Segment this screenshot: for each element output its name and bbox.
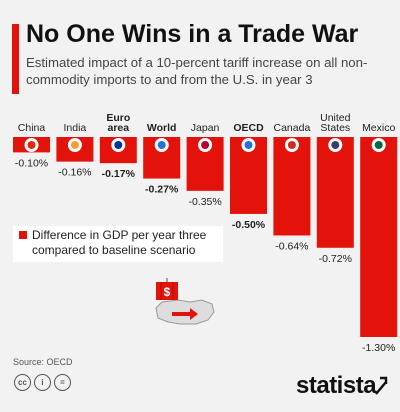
value-label: -0.16% <box>58 167 91 179</box>
category-label: World <box>147 122 177 134</box>
category-label: Canada <box>274 122 311 134</box>
attribution-icon[interactable]: i <box>34 374 51 391</box>
statista-mark-icon <box>375 376 388 395</box>
category-label: Mexico <box>362 122 395 134</box>
india-flag-icon-emblem <box>70 141 79 149</box>
usa-flag-icon-emblem <box>331 141 340 149</box>
trade-illustration-icon: $ <box>155 278 215 325</box>
title-accent-bar <box>12 24 19 94</box>
creative-commons-icon[interactable]: cc <box>14 374 31 391</box>
source-note: Source: OECD <box>13 357 73 367</box>
mexico-flag-icon-emblem <box>374 141 383 149</box>
value-label: -0.50% <box>232 219 266 231</box>
value-label: -0.10% <box>15 157 48 169</box>
value-label: -0.72% <box>319 253 352 265</box>
legend-swatch <box>19 231 27 239</box>
bar <box>316 137 354 248</box>
category-label: OECD <box>233 122 264 134</box>
category-label: Euro area <box>106 112 130 134</box>
value-label: -0.27% <box>145 184 179 196</box>
canada-flag-icon-emblem <box>287 141 296 149</box>
bar <box>273 137 311 236</box>
category-label: United States <box>320 112 351 134</box>
japan-flag-icon-emblem <box>201 141 210 149</box>
china-flag-icon-emblem <box>27 141 36 149</box>
value-label: -1.30% <box>362 342 395 354</box>
value-label: -0.64% <box>275 240 308 252</box>
category-label: India <box>64 122 87 134</box>
category-label: China <box>18 122 46 134</box>
statista-logo: statista <box>296 372 377 399</box>
legend-box: Difference in GDP per year three compare… <box>13 226 223 262</box>
oecd-logo-icon-emblem <box>244 141 253 149</box>
euro-area-flag-icon-emblem <box>114 141 123 149</box>
category-label: Japan <box>191 122 220 134</box>
value-label: -0.35% <box>188 196 221 208</box>
svg-text:$: $ <box>164 285 171 299</box>
no-derivatives-icon[interactable]: = <box>54 374 71 391</box>
bar <box>360 137 398 337</box>
legend-text: Difference in GDP per year three compare… <box>32 228 207 257</box>
value-label: -0.17% <box>102 168 136 180</box>
chart-subtitle: Estimated impact of a 10-percent tariff … <box>26 55 368 87</box>
chart-title: No One Wins in a Trade War <box>26 20 359 48</box>
world-globe-icon-emblem <box>157 141 166 149</box>
